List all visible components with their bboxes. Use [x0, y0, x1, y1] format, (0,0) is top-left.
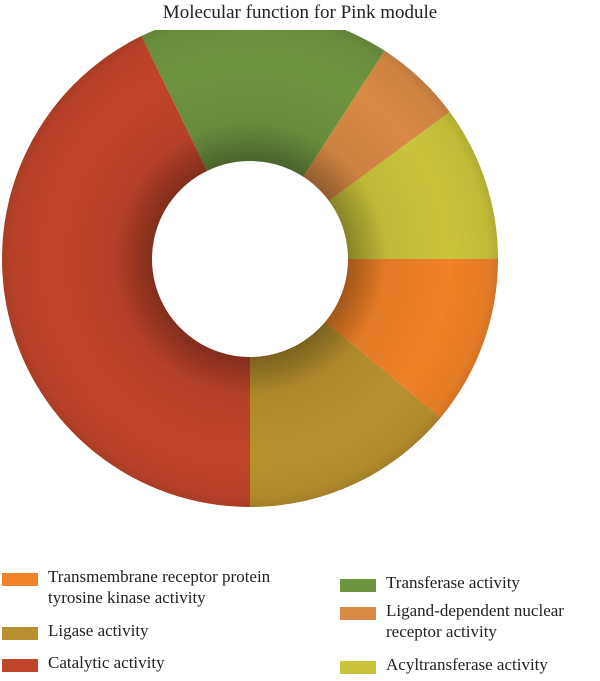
- legend-label: Transferase activity: [386, 573, 520, 592]
- legend-label: Transmembrane receptor protein tyrosine …: [48, 567, 271, 607]
- legend-label: Acyltransferase activity: [386, 655, 548, 674]
- legend-label: Ligase activity: [48, 621, 149, 640]
- legend-swatch: [2, 573, 38, 586]
- legend-swatch: [2, 659, 38, 672]
- donut-hole: [152, 161, 348, 357]
- legend-label: Catalytic activity: [48, 653, 165, 672]
- legend-swatch: [340, 607, 376, 620]
- donut-chart: [2, 30, 498, 507]
- legend-swatch: [340, 579, 376, 592]
- legend-swatch: [340, 661, 376, 674]
- chart-title: Molecular function for Pink module: [162, 2, 438, 23]
- chart-legend: Transmembrane receptor protein tyrosine …: [0, 556, 600, 681]
- legend-swatch: [2, 627, 38, 640]
- legend-label: Ligand-dependent nuclear receptor activi…: [386, 601, 564, 641]
